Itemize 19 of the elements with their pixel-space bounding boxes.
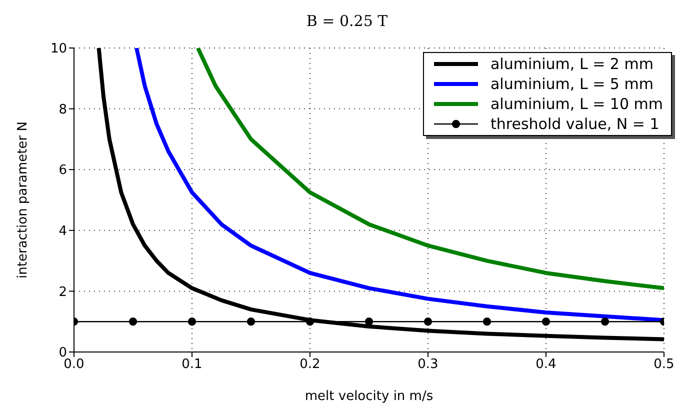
y-tick-label: 2 [58,284,67,300]
legend-label: aluminium, L = 10 mm [490,94,663,114]
x-axis-title: melt velocity in m/s [304,389,434,404]
y-tick-label: 6 [58,163,67,178]
chart-title: B = 0.25 T [305,11,389,32]
legend-label: aluminium, L = 5 mm [490,74,654,94]
x-tick-label: 0.4 [536,357,556,372]
x-tick-label: 0.1 [182,357,202,372]
y-tick-label: 4 [58,224,67,240]
legend-label: aluminium, L = 2 mm [490,54,654,74]
y-tick-label: 10 [50,42,67,57]
x-tick-label: 0.0 [64,357,84,372]
x-tick-label: 0.3 [418,357,438,372]
x-tick-label: 0.5 [654,357,674,372]
x-tick-label: 0.2 [300,357,320,372]
line-series [196,48,664,290]
legend-label: threshold value, N = 1 [490,114,660,134]
y-tick-label: 8 [58,102,67,118]
y-axis-title: interaction parameter N [16,122,31,278]
